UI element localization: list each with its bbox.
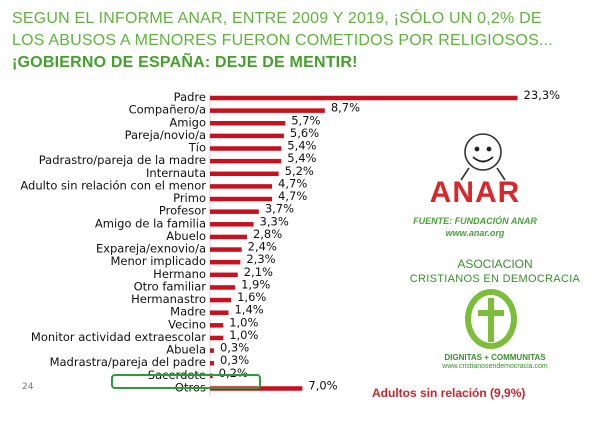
bar xyxy=(210,171,279,177)
acd-title-line-1: ASOCIACION xyxy=(457,257,533,271)
bar xyxy=(210,108,325,113)
category-label: Madrastra/pareja del padre xyxy=(50,355,206,369)
acd-title-line-2: CRISTIANOS EN DEMOCRACIA xyxy=(409,273,581,285)
value-label: 0,3% xyxy=(220,341,249,355)
bar xyxy=(210,234,247,240)
acd-motto: DIGNITAS + COMMUNITAS xyxy=(444,353,546,362)
anar-logo-text: ANAR xyxy=(429,176,521,209)
category-label: Vecino xyxy=(168,317,206,331)
category-label: Pareja/novio/a xyxy=(125,128,206,142)
value-label: 5,6% xyxy=(290,126,319,140)
category-label: Adulto sin relación con el menor xyxy=(20,178,206,192)
category-label: Profesor xyxy=(159,204,206,218)
bar xyxy=(210,360,214,366)
category-label: Expareja/exnovio/a xyxy=(96,242,206,256)
value-label: 1,4% xyxy=(234,303,263,317)
bar xyxy=(210,133,284,139)
smiley-face-icon xyxy=(460,133,506,181)
bar xyxy=(210,323,224,328)
headline-line-2: LOS ABUSOS A MENORES FUERON COMETIDOS PO… xyxy=(12,32,553,49)
value-label: 5,2% xyxy=(285,164,314,178)
category-label: Abuela xyxy=(166,343,206,357)
value-label: 2,8% xyxy=(253,227,282,241)
value-label: 3,7% xyxy=(265,202,294,216)
bar xyxy=(210,335,224,341)
acd-cross-emblem xyxy=(456,286,526,356)
acd-title: ASOCIACION CRISTIANOS EN DEMOCRACIA xyxy=(395,257,595,287)
category-label: Internauta xyxy=(146,166,206,180)
value-label: 1,0% xyxy=(229,315,258,329)
bar xyxy=(210,310,229,315)
bar xyxy=(210,297,232,303)
bar xyxy=(210,209,259,214)
category-label: Otro familiar xyxy=(134,279,207,293)
value-label: 1,0% xyxy=(229,328,258,342)
bar xyxy=(210,184,273,189)
category-label: Hermanastro xyxy=(131,292,206,306)
bar xyxy=(210,285,236,290)
value-label: 5,7% xyxy=(291,113,320,127)
bar xyxy=(210,348,214,353)
category-label: Padrastro/pareja de la madre xyxy=(39,153,206,167)
value-label: 8,7% xyxy=(331,101,360,115)
bar xyxy=(210,121,286,126)
category-label: Tío xyxy=(188,141,206,155)
bar xyxy=(210,196,273,202)
value-label: 2,4% xyxy=(248,240,277,254)
cross-emblem-icon xyxy=(465,289,517,349)
bar xyxy=(210,272,238,278)
value-label: 4,7% xyxy=(278,189,307,203)
value-label: 1,9% xyxy=(241,277,270,291)
bar xyxy=(210,222,254,227)
bar xyxy=(210,247,242,252)
category-label: Monitor actividad extraescolar xyxy=(31,330,206,344)
category-label: Menor implicado xyxy=(111,254,207,268)
anar-url: www.anar.org xyxy=(445,228,505,238)
category-label: Hermano xyxy=(153,267,206,281)
bar xyxy=(210,95,518,101)
category-label: Abuelo xyxy=(166,229,206,243)
anar-source: FUENTE: FUNDACIÓN ANAR xyxy=(413,216,537,226)
value-label: 5,4% xyxy=(287,151,316,165)
value-label: 0,3% xyxy=(220,353,249,367)
category-label: Amigo xyxy=(169,115,206,129)
sacerdote-highlight-box xyxy=(111,374,261,389)
bar xyxy=(210,158,282,164)
value-label: 5,4% xyxy=(287,139,316,153)
category-label: Amigo de la familia xyxy=(95,216,206,230)
category-label: Primo xyxy=(173,191,206,205)
value-label: 2,3% xyxy=(246,252,275,266)
value-label: 4,7% xyxy=(278,176,307,190)
bar xyxy=(210,146,282,151)
adults-note: Adultos sin relación (9,9%) xyxy=(372,386,526,400)
page-number: 24 xyxy=(22,382,34,392)
acd-url: www.cristianosendemocracia.com xyxy=(442,363,548,370)
headline-line-1: SEGUN EL INFORME ANAR, ENTRE 2009 Y 2019… xyxy=(12,10,542,27)
anar-smiley-logo xyxy=(412,130,562,190)
category-label: Compañero/a xyxy=(129,103,206,117)
headline: SEGUN EL INFORME ANAR, ENTRE 2009 Y 2019… xyxy=(12,8,592,74)
value-label: 0,2% xyxy=(219,366,248,380)
headline-line-3: ¡GOBIERNO DE ESPAÑA: DEJE DE MENTIR! xyxy=(12,54,358,71)
value-label: 3,3% xyxy=(260,214,289,228)
value-label: 1,6% xyxy=(237,290,266,304)
value-label: 23,3% xyxy=(524,88,561,102)
category-label: Madre xyxy=(170,305,206,319)
value-label: 7,0% xyxy=(308,378,337,392)
value-label: 2,1% xyxy=(244,265,273,279)
category-label: Padre xyxy=(174,90,206,104)
bar xyxy=(210,259,241,265)
